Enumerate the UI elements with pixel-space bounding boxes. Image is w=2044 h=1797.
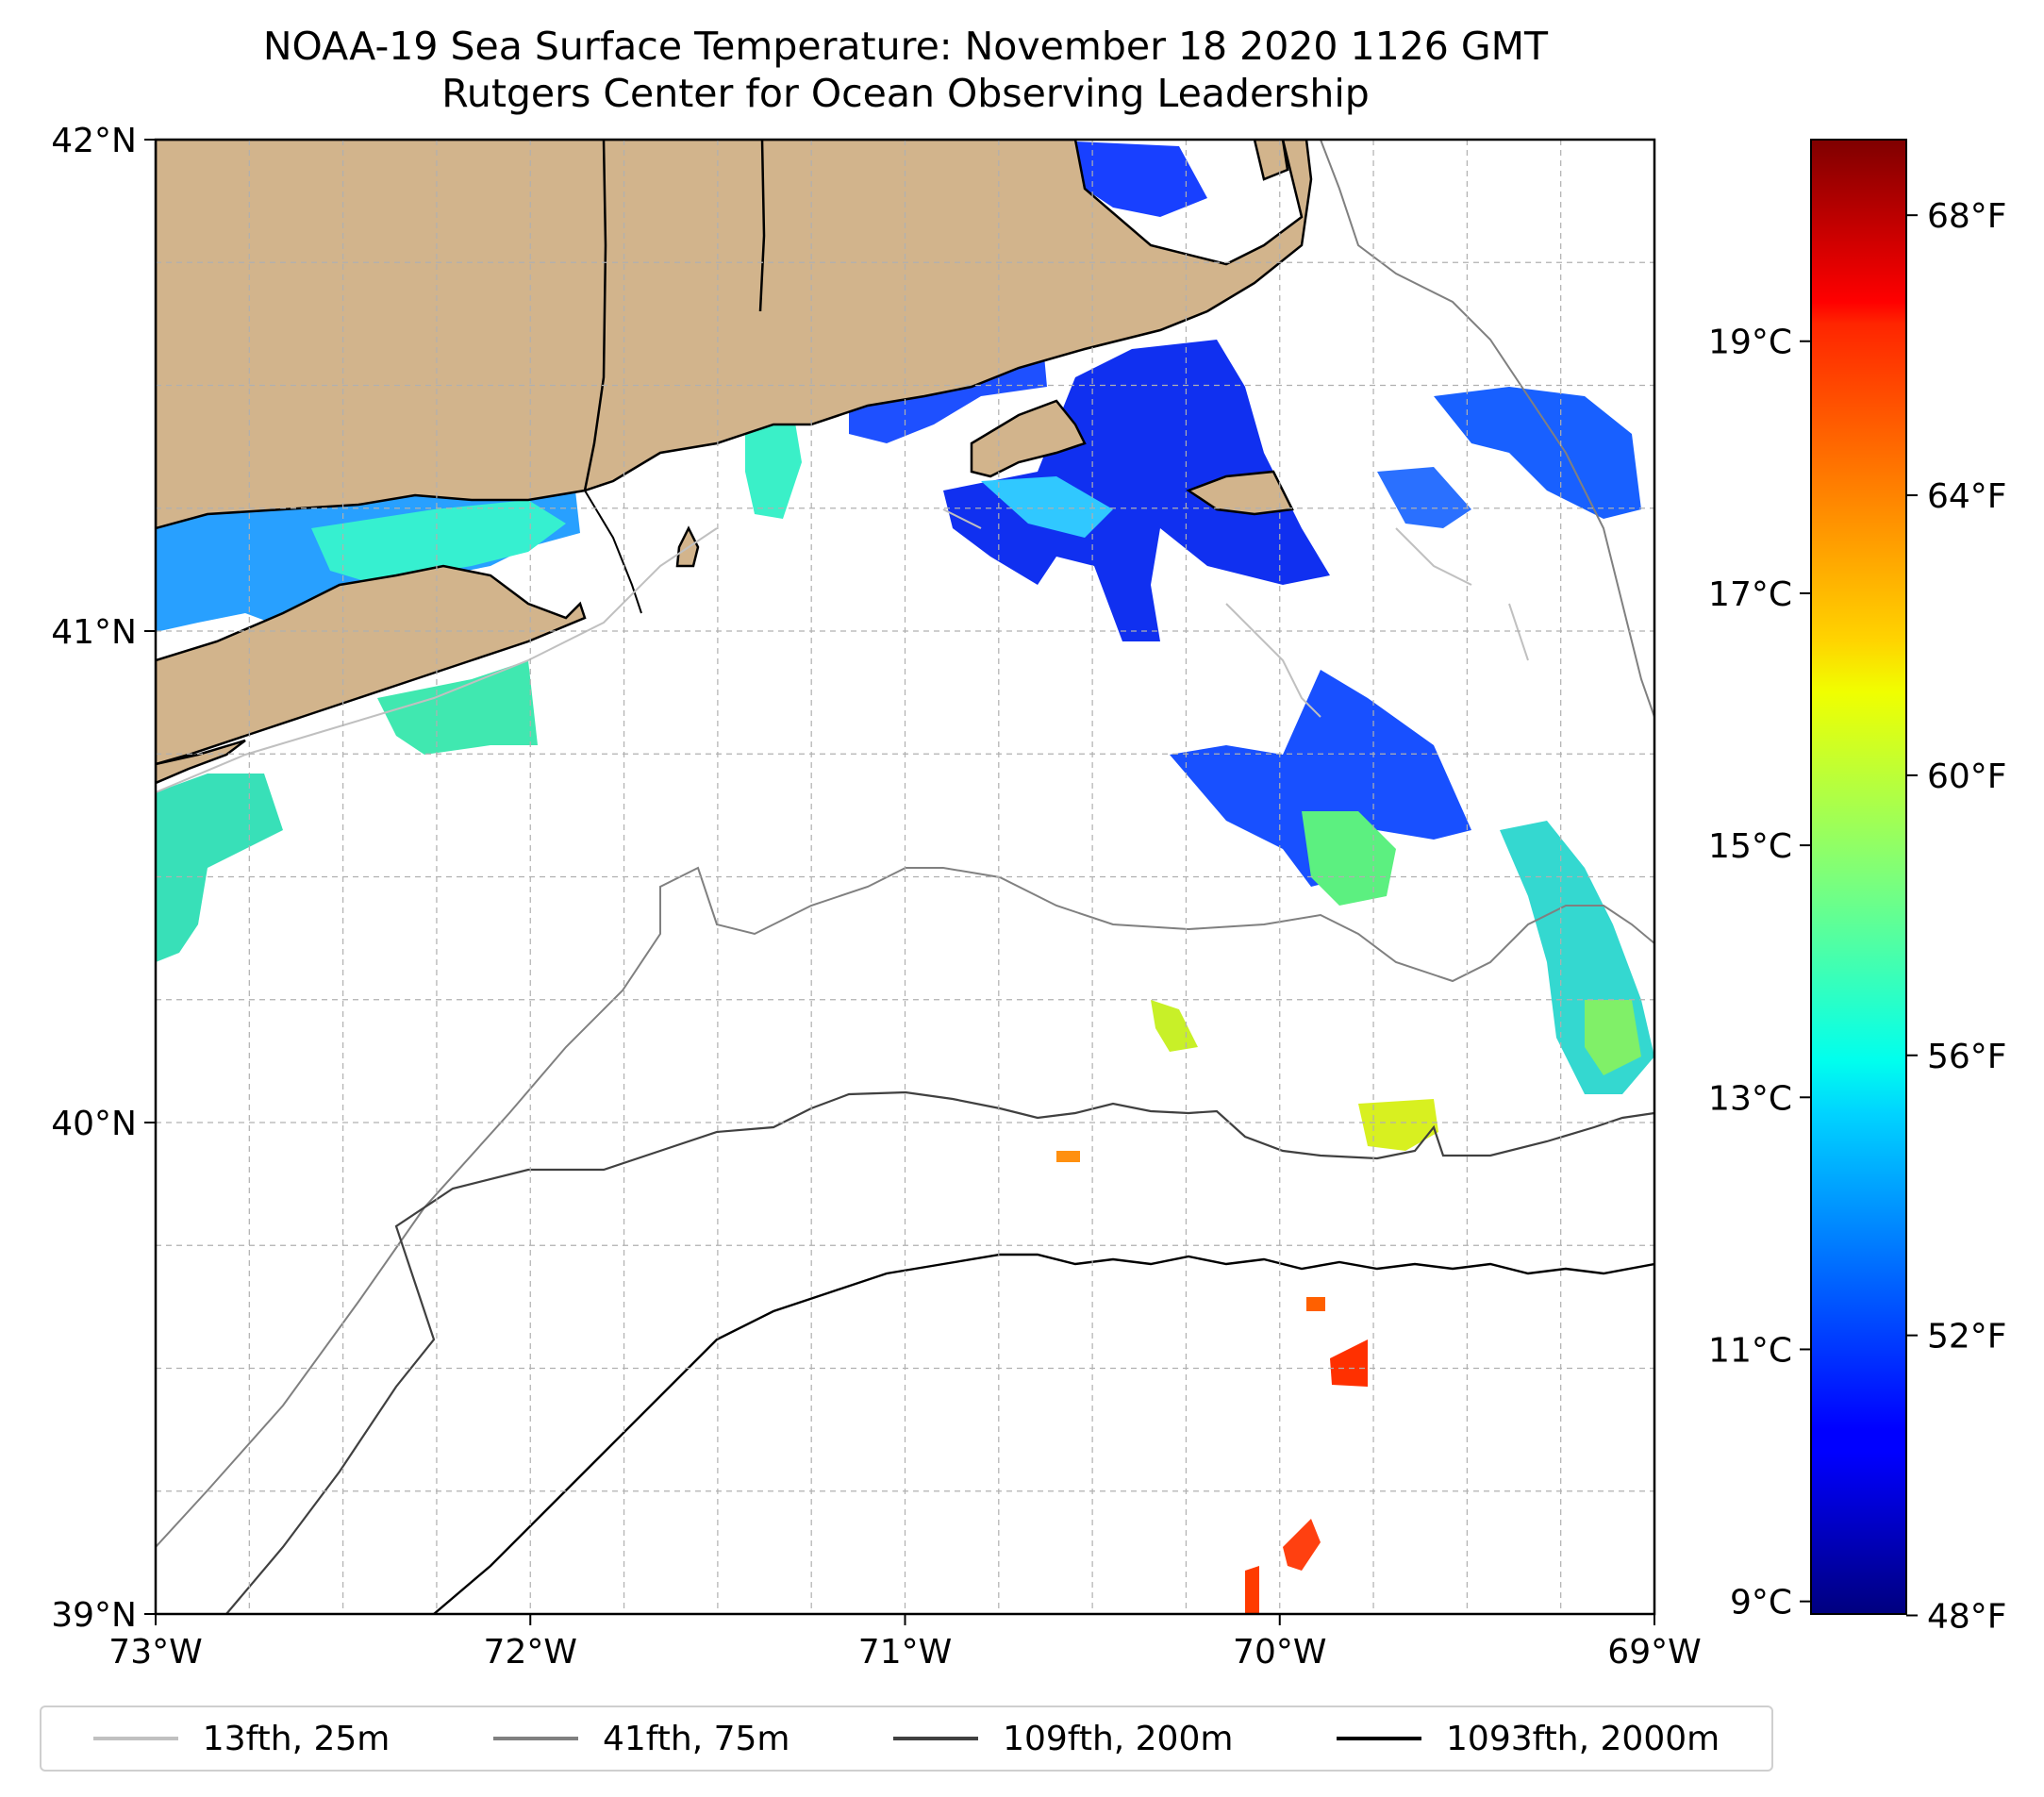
y-tick-label: 42°N xyxy=(51,122,137,160)
land-new-england xyxy=(156,140,1313,530)
colorbar-c-label: 15°C xyxy=(1708,827,1792,866)
chart-title: NOAA-19 Sea Surface Temperature: Novembe… xyxy=(0,23,1811,117)
isobath-25m xyxy=(156,508,1529,793)
sst-patch-red-2 xyxy=(1283,1519,1321,1571)
sst-patch-deep-small xyxy=(1306,1297,1325,1311)
legend-line-swatch xyxy=(893,1737,979,1740)
sst-patch-sound-cyan xyxy=(311,500,566,585)
state-border-ny-ct xyxy=(584,490,642,614)
colorbar-celsius-ticks: 9°C 11°C 13°C 15°C 17°C 19°C xyxy=(1708,324,1811,1622)
isobath-75m xyxy=(156,866,1654,1548)
sst-patch-cape-cod-bay xyxy=(1075,141,1207,217)
legend-label: 41fth, 75m xyxy=(602,1719,790,1758)
sst-patch-warm-yellow xyxy=(1358,1099,1438,1151)
title-line-2: Rutgers Center for Ocean Observing Leade… xyxy=(441,71,1370,116)
colorbar-gradient xyxy=(1810,139,1907,1615)
legend-item: 41fth, 75m xyxy=(492,1719,790,1758)
sst-patch-georges-blue xyxy=(1434,387,1641,519)
colorbar-f-label: 60°F xyxy=(1927,757,2007,796)
sst-patch-nj-coast xyxy=(156,774,283,962)
y-tick-label: 41°N xyxy=(51,613,137,652)
x-tick-label: 73°W xyxy=(108,1633,202,1672)
land-nj xyxy=(156,739,246,785)
sst-patch-block-island xyxy=(745,406,802,519)
x-tick-label: 70°W xyxy=(1233,1633,1326,1672)
colorbar-c-label: 9°C xyxy=(1730,1584,1792,1622)
legend-label: 109fth, 200m xyxy=(1003,1719,1234,1758)
state-border-ct-ri xyxy=(583,140,607,491)
land-nantucket xyxy=(1186,470,1294,516)
x-tick-label: 69°W xyxy=(1607,1633,1701,1672)
isobath-75m-north xyxy=(1320,140,1654,718)
land-long-island xyxy=(156,564,587,766)
x-tick-label: 71°W xyxy=(858,1633,952,1672)
colorbar-f-label: 56°F xyxy=(1927,1038,2007,1076)
isobath-2000m xyxy=(433,1253,1654,1614)
x-axis: 73°W 72°W 71°W 70°W 69°W xyxy=(108,1614,1702,1672)
sst-patch-nantucket-shoals xyxy=(1377,467,1471,528)
isobath-legend: 13fth, 25m 41fth, 75m 109fth, 200m 1093fth,… xyxy=(40,1705,1773,1772)
y-axis: 39°N 40°N 41°N 42°N xyxy=(51,122,156,1635)
title-line-1: NOAA-19 Sea Surface Temperature: Novembe… xyxy=(262,24,1549,69)
colorbar-c-label: 19°C xyxy=(1708,324,1792,362)
state-border-ri-ma xyxy=(758,140,766,312)
legend-line-swatch xyxy=(492,1737,578,1740)
legend-item: 1093fth, 2000m xyxy=(1337,1720,1720,1758)
colorbar-f-label: 68°F xyxy=(1927,197,2007,236)
colorbar: 9°C 11°C 13°C 15°C 17°C 19°C 48°F 52°F 56°F 60°F… xyxy=(1708,139,2007,1636)
colorbar-f-label: 64°F xyxy=(1927,477,2007,516)
isobath-200m xyxy=(225,1090,1654,1614)
land-layer xyxy=(156,140,1313,785)
land-marthas-vineyard xyxy=(970,399,1087,478)
colorbar-f-label: 48°F xyxy=(1927,1597,2007,1636)
sst-patch-nantucket-cyan xyxy=(981,476,1113,538)
colorbar-c-label: 17°C xyxy=(1708,575,1792,614)
sst-patch-red-3 xyxy=(1245,1566,1259,1613)
sst-patch-ny-bight xyxy=(377,660,538,755)
legend-label: 1093fth, 2000m xyxy=(1446,1719,1720,1758)
sst-patch-warm-small-1 xyxy=(1151,1000,1198,1052)
legend-line-swatch xyxy=(92,1737,178,1740)
sst-patch-shelf-east xyxy=(1170,670,1471,887)
colorbar-fahrenheit-ticks: 48°F 52°F 56°F 60°F 64°F 68°F xyxy=(1906,197,2007,1636)
sst-patch-georges-green xyxy=(1585,1000,1641,1075)
y-tick-label: 40°N xyxy=(51,1105,137,1143)
legend-label: 13fth, 25m xyxy=(202,1719,391,1758)
y-tick-label: 39°N xyxy=(51,1596,137,1635)
colorbar-c-label: 11°C xyxy=(1708,1331,1792,1370)
sst-patch-red-1 xyxy=(1330,1339,1368,1387)
colorbar-c-label: 13°C xyxy=(1708,1079,1792,1118)
gridlines xyxy=(155,139,1655,1615)
legend-item: 109fth, 200m xyxy=(893,1720,1233,1758)
sst-patch-shelf-green xyxy=(1302,811,1396,906)
colorbar-f-label: 52°F xyxy=(1927,1318,2007,1356)
sst-patch-nantucket-sound xyxy=(943,340,1330,641)
land-cape-cod-tip xyxy=(1253,140,1289,181)
legend-item: 13fth, 25m xyxy=(92,1719,391,1758)
legend-line-swatch xyxy=(1337,1737,1422,1740)
sst-patch-orange-small xyxy=(1056,1151,1080,1162)
x-tick-label: 72°W xyxy=(484,1633,577,1672)
